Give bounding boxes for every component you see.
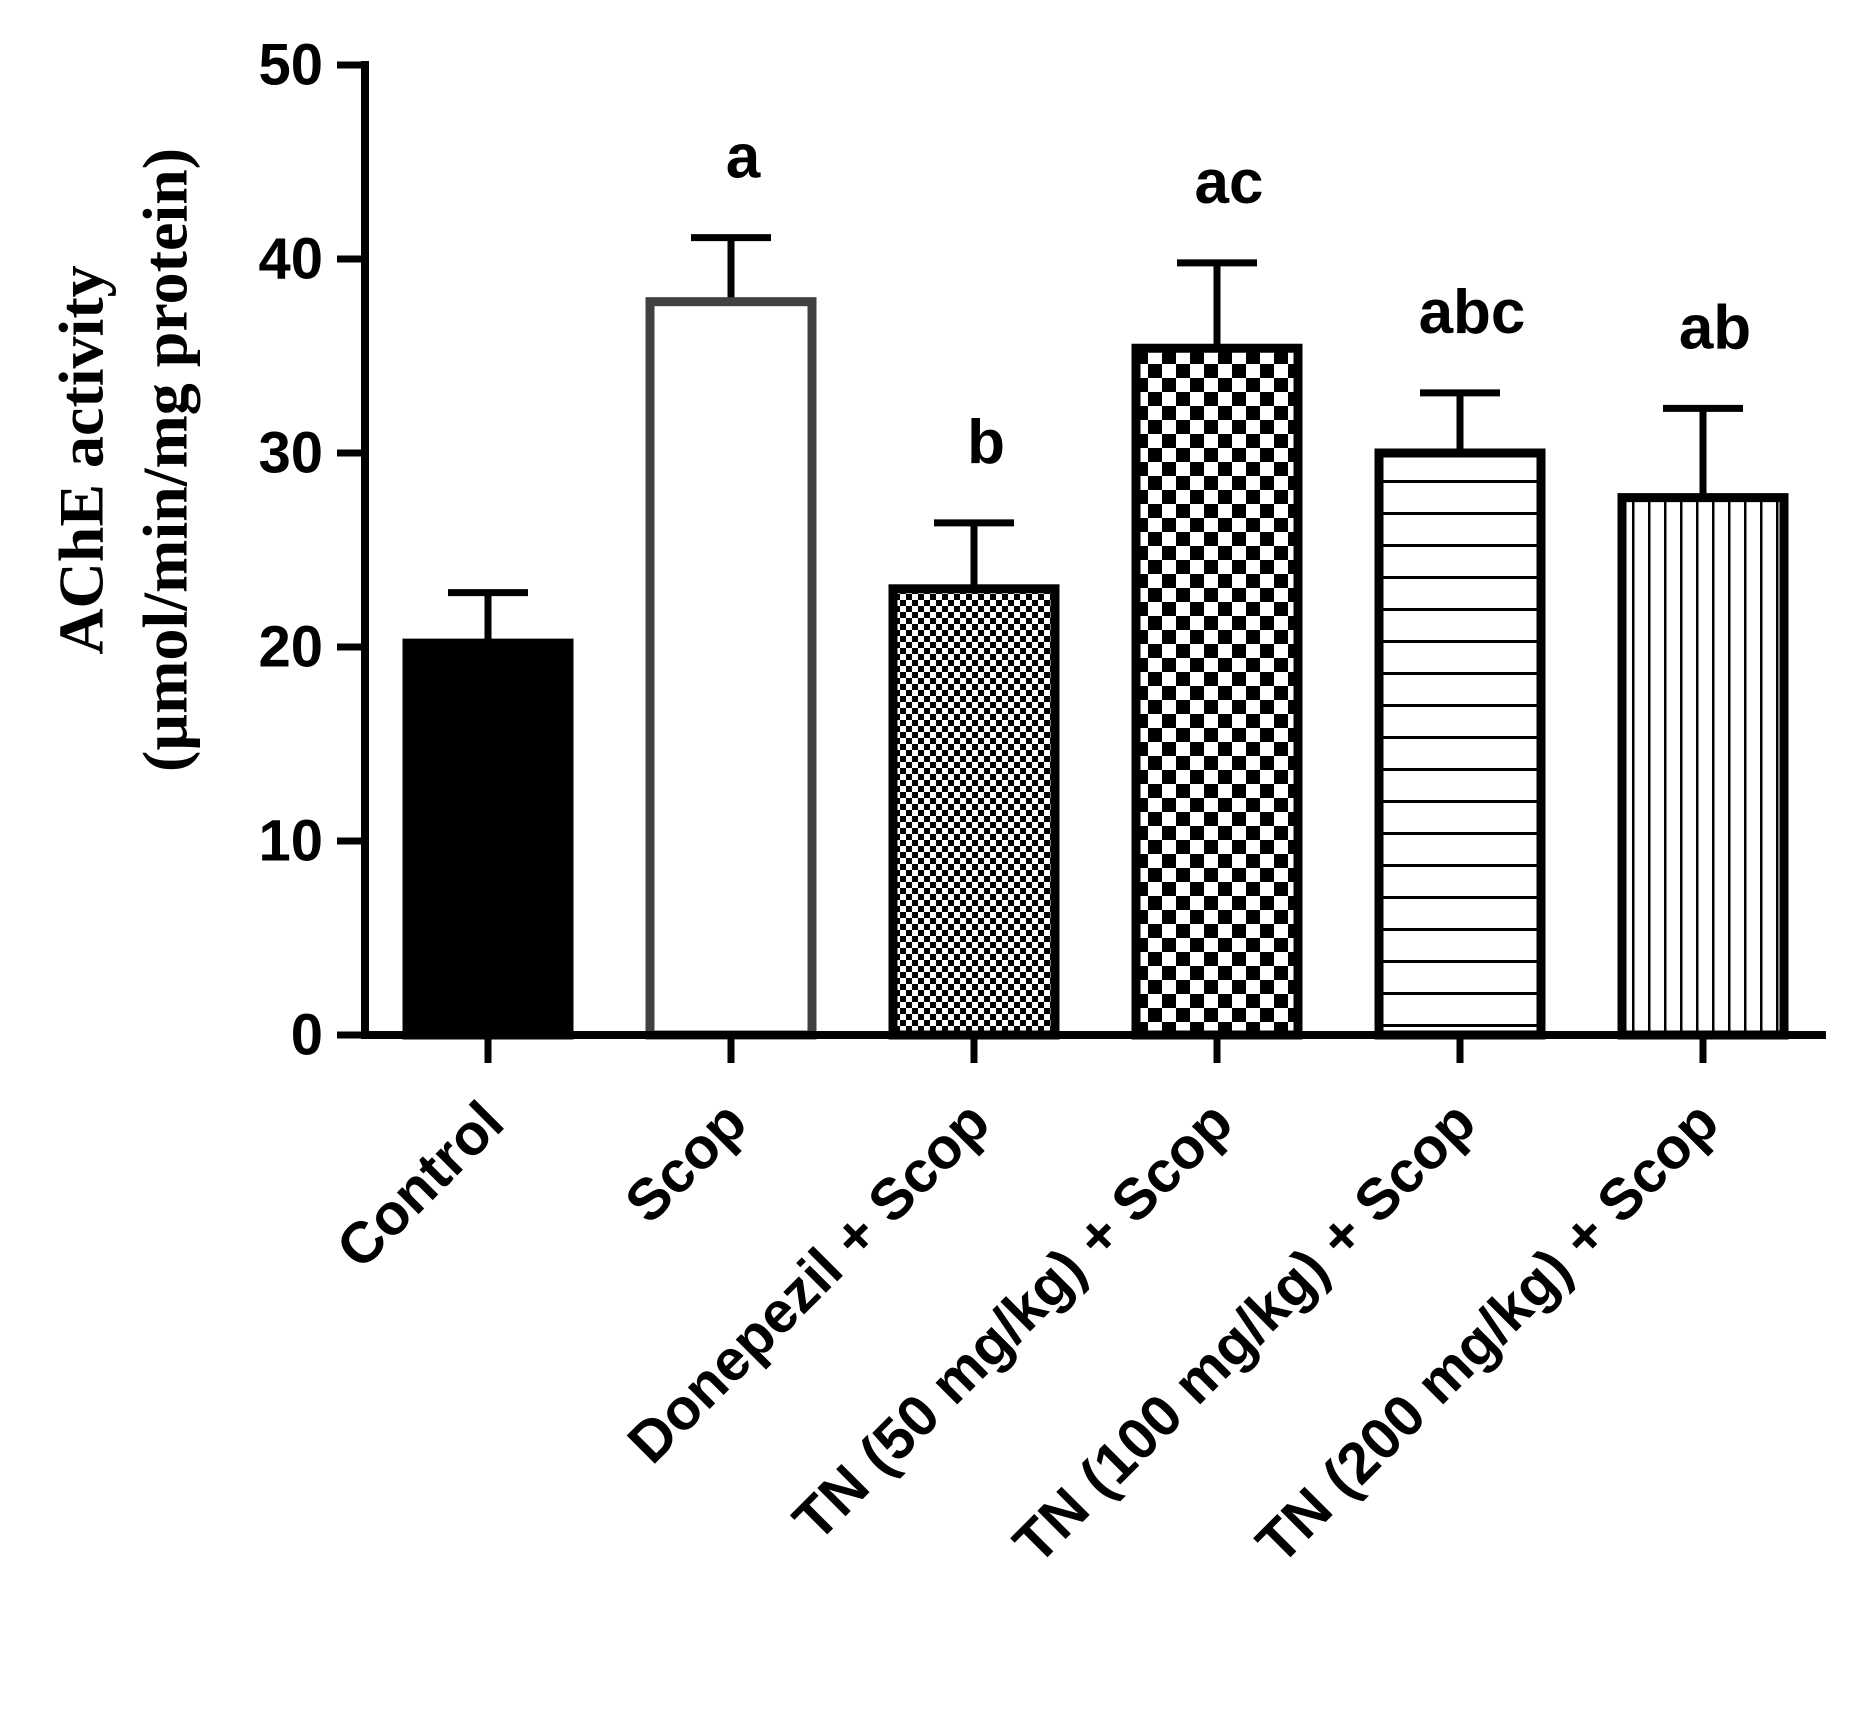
- y-tick-label: 50: [258, 33, 323, 98]
- bar-group: b: [888, 408, 1060, 1040]
- bar: [402, 638, 574, 1040]
- y-tick-label: 10: [258, 809, 323, 874]
- x-category-label: TN (50 mg/kg) + Scop: [781, 1089, 1245, 1553]
- axes-layer: [361, 61, 1826, 1063]
- significance-label: abc: [1419, 278, 1526, 347]
- x-category-label: TN (200 mg/kg) + Scop: [1244, 1089, 1731, 1576]
- bar: [1374, 448, 1546, 1040]
- significance-label: ac: [1195, 148, 1264, 217]
- bar-group: a: [645, 123, 817, 1040]
- bar: [1617, 493, 1789, 1040]
- bar-group: abc: [1374, 278, 1546, 1040]
- y-tick-label: 40: [258, 227, 323, 292]
- x-category-label: Control: [324, 1089, 516, 1281]
- y-tick-label: 30: [258, 421, 323, 486]
- bar: [888, 584, 1060, 1040]
- x-category-label: TN (100 mg/kg) + Scop: [1001, 1089, 1488, 1576]
- y-axis-title-line1: AChE activity: [46, 265, 117, 654]
- significance-label: ab: [1679, 293, 1751, 362]
- significance-label: a: [726, 123, 761, 192]
- y-tick-label: 0: [291, 1003, 323, 1068]
- y-axis-title: AChE activity (µmol/min/mg protein): [46, 148, 201, 772]
- bar-group: ac: [1131, 148, 1303, 1040]
- bar-group: [402, 589, 574, 1040]
- y-axis-ticks: 0 10 20 30 40 50: [258, 33, 365, 1068]
- bar-group: ab: [1617, 293, 1789, 1040]
- bar: [645, 297, 817, 1040]
- y-tick-label: 20: [258, 615, 323, 680]
- x-category-label: Scop: [613, 1089, 759, 1235]
- bar: [1131, 343, 1303, 1040]
- significance-label: b: [967, 408, 1005, 477]
- y-axis-title-line2: (µmol/min/mg protein): [130, 148, 201, 772]
